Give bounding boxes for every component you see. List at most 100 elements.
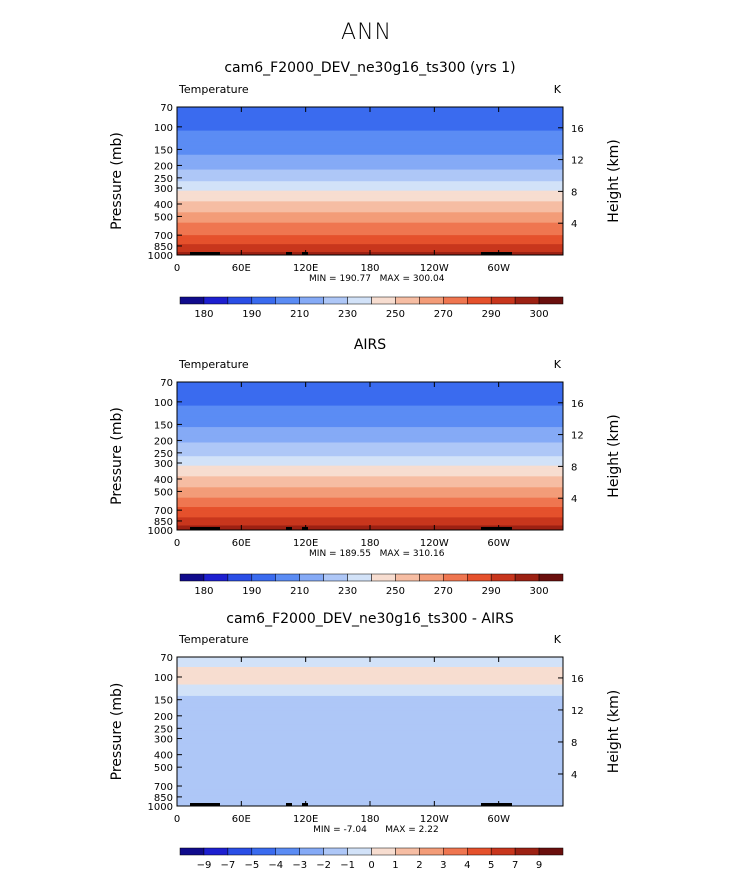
contour-band	[177, 459, 563, 462]
colorbar-swatch	[179, 573, 205, 582]
pressure-tick-label: 70	[160, 653, 173, 664]
contour-band	[177, 707, 563, 711]
contour-band	[177, 134, 563, 139]
contour-band	[177, 193, 563, 197]
colorbar-swatch	[467, 847, 492, 856]
colorbar-label: 210	[290, 586, 309, 597]
contour-band	[177, 228, 563, 233]
pressure-tick-label: 70	[160, 378, 173, 389]
contour-band	[177, 446, 563, 450]
contour-band	[177, 782, 563, 787]
contour-band	[177, 385, 563, 390]
contour-band	[177, 713, 563, 717]
contour-band	[177, 695, 563, 701]
y-axis-label: Pressure (mb)	[109, 683, 125, 781]
contour-band	[177, 523, 563, 526]
pressure-tick-label: 1000	[148, 802, 173, 813]
pressure-tick-label: 250	[154, 174, 173, 185]
contour-band	[177, 210, 563, 213]
colorbar-label: −4	[268, 860, 283, 871]
contour-band	[177, 710, 563, 714]
colorbar-swatch	[395, 296, 420, 305]
contour-band	[177, 767, 563, 771]
colorbar-label: 230	[338, 586, 357, 597]
contour-band	[177, 195, 563, 200]
height-tick-label: 4	[571, 219, 577, 230]
contour-band	[177, 660, 563, 665]
contour-band	[177, 401, 563, 407]
colorbar-swatch	[490, 847, 516, 856]
colorbar-label: −1	[340, 860, 355, 871]
colorbar-swatch	[227, 573, 253, 582]
contour-band	[177, 395, 563, 400]
contour-band	[177, 470, 563, 475]
colorbar-label: 210	[290, 309, 309, 320]
contour-band	[177, 793, 563, 796]
contour-band	[177, 751, 563, 756]
contour-band	[177, 216, 563, 221]
contour-band	[177, 513, 563, 517]
contour-band	[177, 152, 563, 156]
contour-band	[177, 173, 563, 177]
contour-band	[177, 494, 563, 499]
contour-band	[177, 240, 563, 243]
min-label: MIN = -7.04	[313, 825, 367, 835]
contour-band	[177, 157, 563, 161]
contour-band	[177, 476, 563, 480]
contour-band	[177, 198, 563, 202]
contour-band	[177, 130, 563, 135]
terrain-mask	[481, 252, 512, 255]
pressure-tick-label: 70	[160, 103, 173, 114]
colorbar-label: 9	[536, 860, 542, 871]
colorbar-swatch	[467, 296, 492, 305]
contour-band	[177, 123, 563, 128]
contour-band	[177, 503, 563, 508]
contour-band	[177, 770, 563, 774]
colorbar-swatch	[538, 296, 564, 305]
lon-tick-label: 60W	[487, 538, 510, 549]
terrain-mask	[208, 252, 220, 255]
colorbar-swatch	[251, 296, 276, 305]
field-label: Temperature	[178, 358, 249, 371]
contour-band	[177, 776, 563, 781]
contour-band	[177, 515, 563, 518]
colorbar-swatch	[203, 573, 229, 582]
pressure-tick-label: 150	[154, 420, 173, 431]
colorbar-swatch	[419, 296, 444, 305]
colorbar-label: 290	[482, 586, 501, 597]
terrain-mask	[302, 803, 308, 806]
colorbar-swatch	[275, 296, 300, 305]
chart-title: AIRS	[354, 337, 386, 353]
contour-band	[177, 120, 563, 125]
contour-band	[177, 126, 563, 132]
field-label: Temperature	[178, 83, 249, 96]
lon-tick-label: 120W	[420, 263, 449, 274]
contour-band	[177, 731, 563, 734]
chart-title: cam6_F2000_DEV_ne30g16_ts300 - AIRS	[226, 611, 514, 627]
contour-band	[177, 165, 563, 168]
contour-band	[177, 465, 563, 469]
colorbar-label: 290	[482, 309, 501, 320]
contour-band	[177, 497, 563, 502]
contour-band	[177, 765, 563, 768]
pressure-tick-label: 150	[154, 145, 173, 156]
contour-band	[177, 420, 563, 425]
colorbar-label: 2	[416, 860, 422, 871]
contour-band	[177, 485, 563, 488]
pressure-tick-label: 300	[154, 459, 173, 470]
contour-band	[177, 791, 563, 794]
terrain-mask	[481, 527, 512, 530]
pressure-tick-label: 200	[154, 712, 173, 723]
contour-band	[177, 702, 563, 706]
lon-tick-label: 60E	[232, 814, 251, 825]
lon-tick-label: 120W	[420, 538, 449, 549]
contour-band	[177, 798, 563, 801]
contour-band	[177, 208, 563, 211]
y-axis-label: Pressure (mb)	[109, 132, 125, 230]
colorbar-label: 5	[488, 860, 494, 871]
y2-axis-label: Height (km)	[606, 139, 622, 222]
height-tick-label: 8	[571, 738, 577, 749]
contour-band	[177, 113, 563, 118]
pressure-tick-label: 1000	[148, 251, 173, 262]
contour-band	[177, 522, 563, 525]
